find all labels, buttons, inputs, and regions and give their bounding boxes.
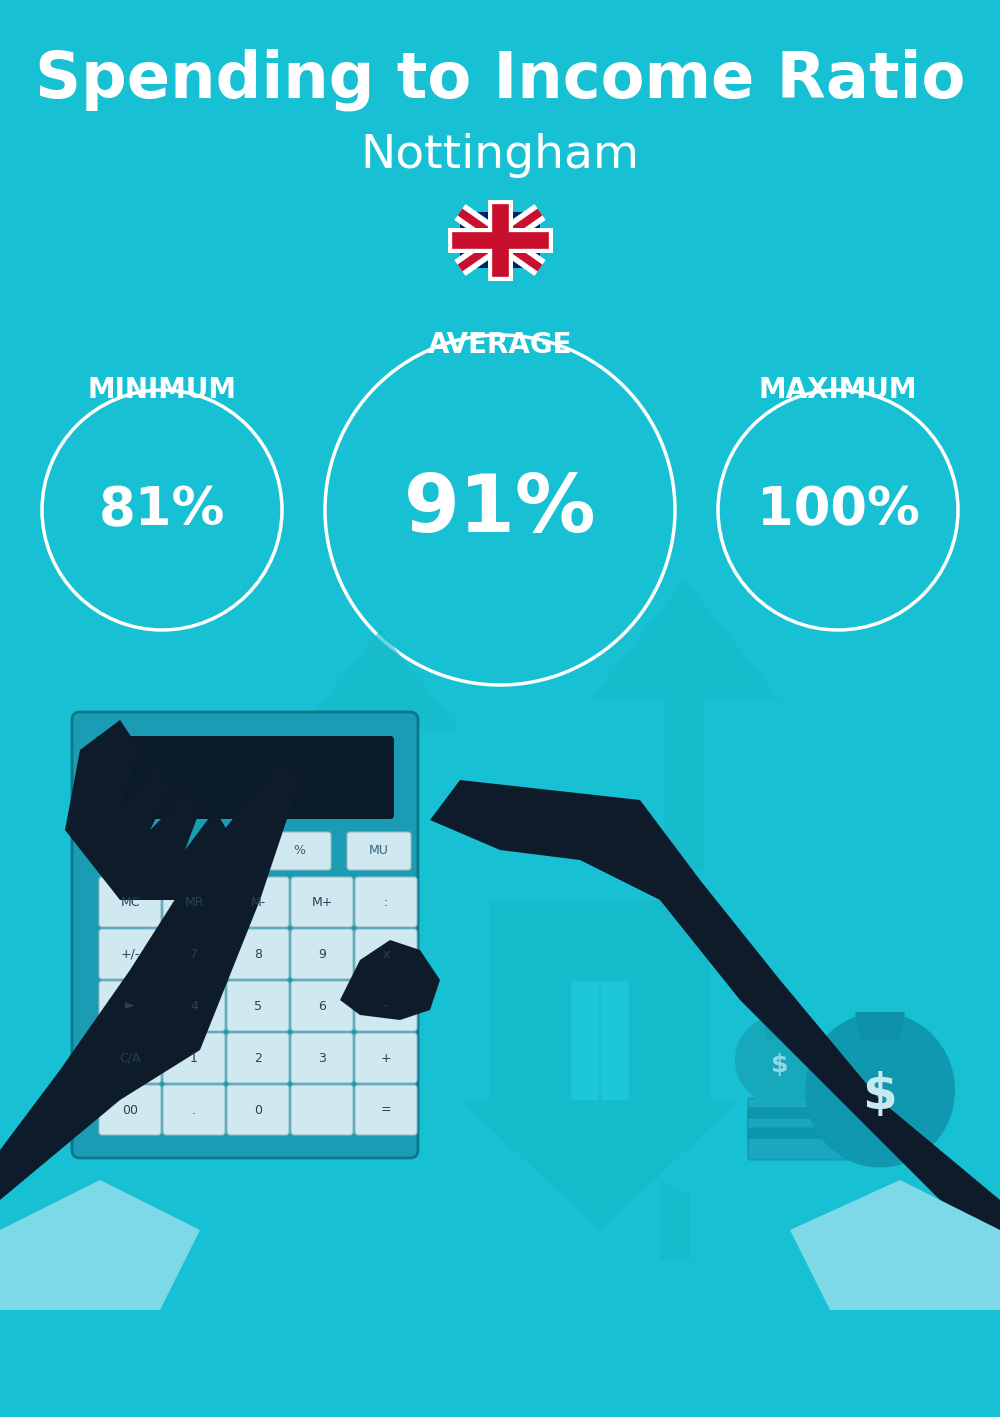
FancyBboxPatch shape xyxy=(163,1033,225,1083)
Text: Spending to Income Ratio: Spending to Income Ratio xyxy=(35,48,965,112)
Text: Nottingham: Nottingham xyxy=(360,133,640,177)
FancyBboxPatch shape xyxy=(355,1033,417,1083)
Text: .: . xyxy=(192,1104,196,1117)
FancyBboxPatch shape xyxy=(227,981,289,1032)
FancyBboxPatch shape xyxy=(99,1085,161,1135)
FancyBboxPatch shape xyxy=(355,930,417,979)
Text: 6: 6 xyxy=(318,999,326,1013)
FancyBboxPatch shape xyxy=(99,981,161,1032)
Text: =: = xyxy=(381,1104,391,1117)
Text: x: x xyxy=(382,948,390,961)
FancyBboxPatch shape xyxy=(267,832,331,870)
Polygon shape xyxy=(300,631,460,730)
FancyBboxPatch shape xyxy=(748,1098,872,1119)
Polygon shape xyxy=(490,900,710,1100)
Text: 100%: 100% xyxy=(757,485,919,536)
FancyBboxPatch shape xyxy=(99,930,161,979)
Polygon shape xyxy=(660,1180,690,1260)
FancyBboxPatch shape xyxy=(748,1108,872,1129)
Text: MU: MU xyxy=(369,845,389,857)
FancyBboxPatch shape xyxy=(72,711,418,1158)
Text: 5: 5 xyxy=(254,999,262,1013)
FancyBboxPatch shape xyxy=(227,1085,289,1135)
Text: ►: ► xyxy=(125,999,135,1013)
FancyBboxPatch shape xyxy=(227,877,289,927)
Text: 9: 9 xyxy=(318,948,326,961)
Text: 8: 8 xyxy=(254,948,262,961)
Polygon shape xyxy=(430,779,1000,1417)
Polygon shape xyxy=(855,1012,905,1040)
Polygon shape xyxy=(665,700,705,870)
FancyBboxPatch shape xyxy=(163,1085,225,1135)
FancyBboxPatch shape xyxy=(460,213,540,268)
Text: 00: 00 xyxy=(122,1104,138,1117)
FancyBboxPatch shape xyxy=(99,877,161,927)
Text: MINIMUM: MINIMUM xyxy=(88,376,237,404)
Text: AVERAGE: AVERAGE xyxy=(428,332,572,359)
Polygon shape xyxy=(590,580,780,700)
Polygon shape xyxy=(762,1015,798,1040)
Text: 3: 3 xyxy=(318,1051,326,1064)
Text: -: - xyxy=(384,999,388,1013)
Text: C/A: C/A xyxy=(119,1051,141,1064)
Polygon shape xyxy=(365,730,395,870)
Text: :: : xyxy=(384,896,388,908)
Text: MAXIMUM: MAXIMUM xyxy=(759,376,917,404)
FancyBboxPatch shape xyxy=(748,1128,872,1151)
Text: 2: 2 xyxy=(254,1051,262,1064)
FancyBboxPatch shape xyxy=(99,1033,161,1083)
Text: %: % xyxy=(293,845,305,857)
Text: M+: M+ xyxy=(311,896,333,908)
Ellipse shape xyxy=(805,1013,955,1168)
Polygon shape xyxy=(570,981,630,1100)
Polygon shape xyxy=(460,1100,740,1230)
Text: MR: MR xyxy=(184,896,204,908)
Text: +/-: +/- xyxy=(120,948,140,961)
Text: $: $ xyxy=(771,1053,789,1077)
Polygon shape xyxy=(790,1180,1000,1309)
Text: 4: 4 xyxy=(190,999,198,1013)
Text: +: + xyxy=(381,1051,391,1064)
FancyBboxPatch shape xyxy=(96,735,394,819)
FancyBboxPatch shape xyxy=(291,1085,353,1135)
Text: M-: M- xyxy=(250,896,266,908)
FancyBboxPatch shape xyxy=(163,877,225,927)
FancyBboxPatch shape xyxy=(355,877,417,927)
FancyBboxPatch shape xyxy=(227,1033,289,1083)
FancyBboxPatch shape xyxy=(163,981,225,1032)
Text: $: $ xyxy=(863,1071,897,1119)
FancyBboxPatch shape xyxy=(748,1118,872,1141)
Text: MC: MC xyxy=(120,896,140,908)
Polygon shape xyxy=(0,1180,200,1309)
Polygon shape xyxy=(65,720,230,900)
Ellipse shape xyxy=(735,1015,825,1105)
Polygon shape xyxy=(572,982,598,1100)
FancyBboxPatch shape xyxy=(291,877,353,927)
Text: 7: 7 xyxy=(190,948,198,961)
Polygon shape xyxy=(0,760,300,1417)
FancyBboxPatch shape xyxy=(355,981,417,1032)
Text: 1: 1 xyxy=(190,1051,198,1064)
FancyBboxPatch shape xyxy=(291,981,353,1032)
Polygon shape xyxy=(602,982,628,1100)
Text: 91%: 91% xyxy=(404,470,596,548)
Polygon shape xyxy=(340,939,440,1020)
FancyBboxPatch shape xyxy=(227,930,289,979)
FancyBboxPatch shape xyxy=(347,832,411,870)
FancyBboxPatch shape xyxy=(748,1138,872,1161)
Text: 81%: 81% xyxy=(99,485,225,536)
FancyBboxPatch shape xyxy=(291,1033,353,1083)
FancyBboxPatch shape xyxy=(163,930,225,979)
FancyBboxPatch shape xyxy=(355,1085,417,1135)
FancyBboxPatch shape xyxy=(291,930,353,979)
Text: 0: 0 xyxy=(254,1104,262,1117)
